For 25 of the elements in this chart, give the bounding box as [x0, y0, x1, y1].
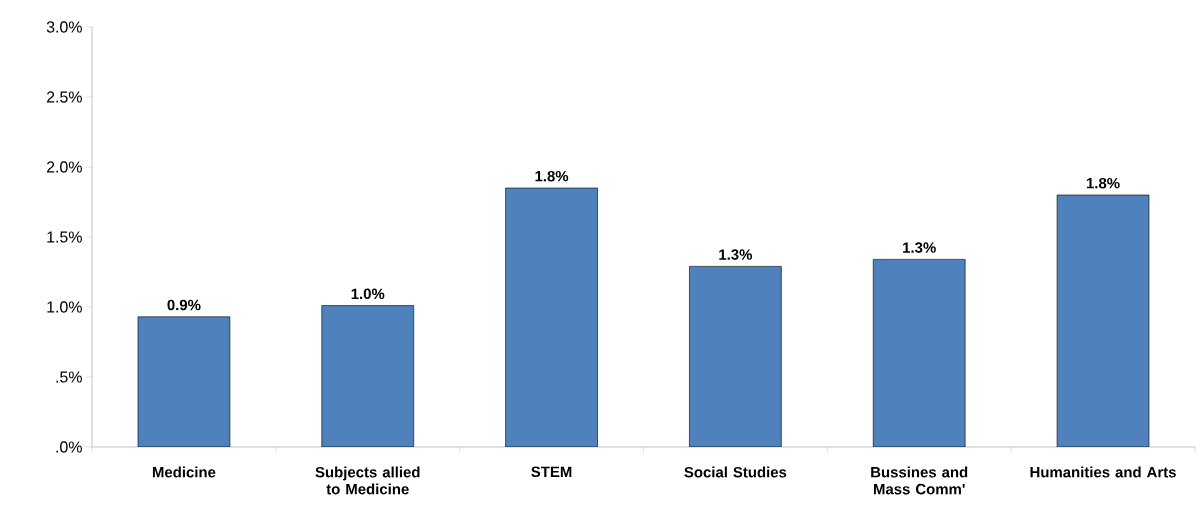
bar [1056, 194, 1150, 447]
data-label: 1.8% [1086, 177, 1120, 189]
x-tick-label: Medicine [152, 466, 216, 478]
y-tick-label: 1.5% [47, 231, 82, 243]
data-label: 1.3% [719, 249, 753, 260]
y-tick-label: 2.5% [46, 91, 82, 103]
data-label: 1.0% [351, 288, 385, 300]
bar [872, 259, 966, 447]
x-tick-label: Social Studies [684, 466, 787, 478]
x-tick-label: Humanities and Arts [1030, 466, 1176, 478]
bar [505, 187, 598, 447]
bar [137, 316, 231, 447]
x-tick-label: STEM [531, 466, 572, 478]
y-tick-label: 3.0% [46, 21, 82, 33]
y-tick-label: .5% [56, 371, 82, 383]
x-tick-label: Bussines and Mass Comm' [871, 466, 968, 495]
y-tick-label: 1.0% [47, 301, 82, 313]
bar [321, 305, 414, 447]
data-label: 1.8% [535, 170, 569, 182]
data-label: 1.3% [903, 242, 936, 253]
bar [689, 266, 782, 447]
y-tick-label: .0% [56, 441, 82, 453]
x-tick-label: Subjects allied to Medicine [315, 466, 420, 495]
data-label: 0.9% [167, 299, 201, 311]
y-tick-label: 2.0% [46, 161, 82, 173]
